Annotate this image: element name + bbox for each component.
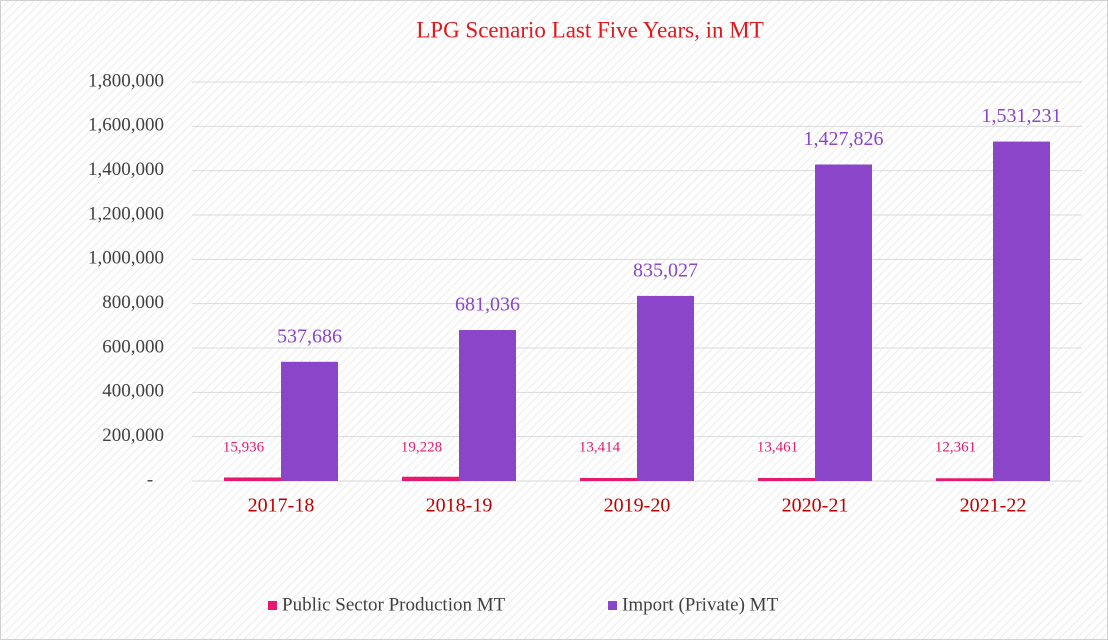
value-label: 537,686 — [277, 325, 342, 347]
value-label: 12,361 — [935, 439, 976, 455]
bar — [224, 477, 281, 481]
bar — [580, 478, 637, 481]
y-tick-label: 1,000,000 — [88, 248, 164, 269]
bar — [815, 164, 872, 481]
value-label: 835,027 — [633, 259, 698, 281]
value-label: 19,228 — [401, 439, 442, 455]
y-tick-label: 1,800,000 — [88, 70, 164, 91]
legend-label: Public Sector Production MT — [282, 594, 506, 615]
y-tick-label: 800,000 — [102, 292, 164, 313]
value-label: 13,461 — [757, 439, 798, 455]
value-label: 15,936 — [223, 439, 265, 455]
legend-label: Import (Private) MT — [622, 594, 779, 615]
x-tick-label: 2020-21 — [782, 495, 849, 517]
y-tick-label: - — [147, 469, 153, 490]
bar — [281, 361, 338, 481]
x-tick-label: 2019-20 — [604, 495, 671, 517]
value-label: 1,531,231 — [982, 105, 1062, 127]
y-tick-label: 1,600,000 — [88, 115, 164, 136]
value-label: 1,427,826 — [804, 128, 884, 150]
y-tick-label: 200,000 — [102, 425, 164, 446]
bar — [637, 295, 694, 481]
y-tick-label: 600,000 — [102, 336, 164, 357]
bar — [459, 330, 516, 481]
bar — [402, 476, 459, 481]
bar — [993, 141, 1050, 481]
y-tick-label: 1,400,000 — [88, 159, 164, 180]
legend-swatch — [608, 601, 617, 610]
bar — [936, 478, 993, 481]
bar — [758, 478, 815, 481]
value-label: 681,036 — [455, 294, 520, 316]
chart-title: LPG Scenario Last Five Years, in MT — [416, 17, 764, 42]
legend-swatch — [268, 601, 277, 610]
x-tick-label: 2017-18 — [248, 495, 315, 517]
y-tick-label: 400,000 — [102, 381, 164, 402]
y-tick-label: 1,200,000 — [88, 203, 164, 224]
x-tick-label: 2021-22 — [960, 495, 1027, 517]
value-label: 13,414 — [579, 439, 621, 455]
x-tick-label: 2018-19 — [426, 495, 493, 517]
